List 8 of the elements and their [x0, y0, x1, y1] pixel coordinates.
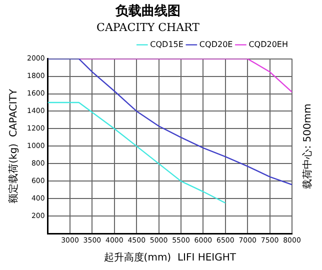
- x-axis-title: 起升高度(mm) LIFI HEIGHT: [104, 252, 237, 264]
- y-axis-title: 额定载荷(kg) CAPACITY: [8, 88, 20, 204]
- text: 载荷中心: 500mm: [302, 104, 314, 189]
- legend-label: CQD15E: [150, 40, 184, 49]
- chart-subtitle: CAPACITY CHART: [96, 21, 200, 34]
- chart-title: 负载曲线图: [114, 4, 180, 20]
- legend-label: CQD20EH: [248, 40, 288, 49]
- legend-label: CQD20E: [199, 40, 233, 49]
